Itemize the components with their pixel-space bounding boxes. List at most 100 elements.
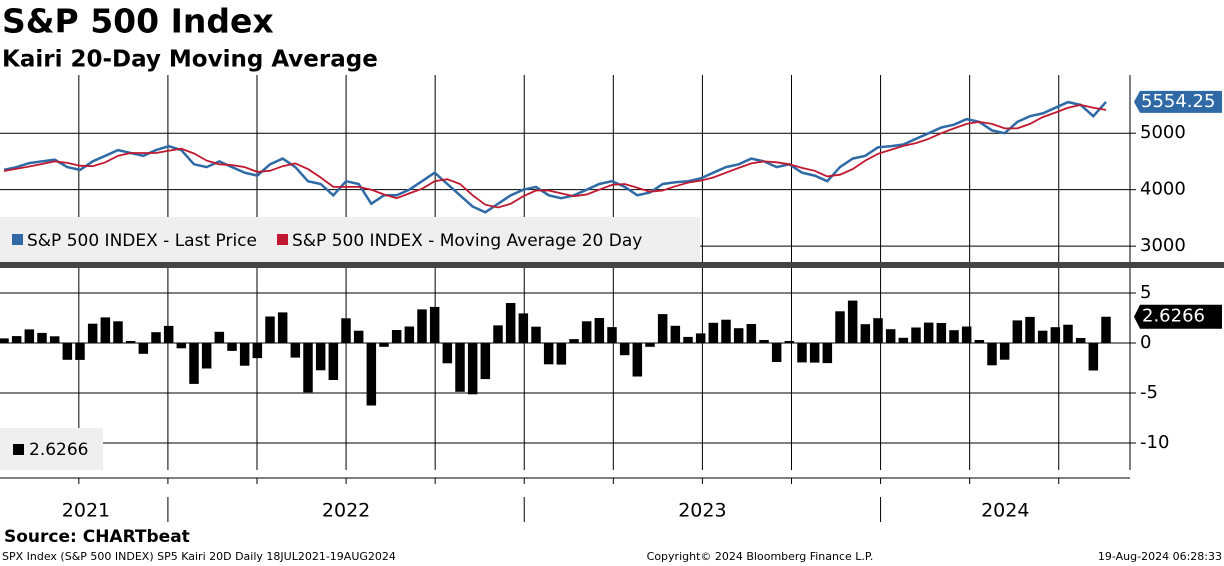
panel-divider xyxy=(0,262,1224,268)
legend-swatch xyxy=(277,234,288,245)
kairi-bar xyxy=(0,338,9,343)
price-tag xyxy=(1134,90,1222,113)
kairi-bar xyxy=(214,331,225,343)
kairi-bar xyxy=(645,343,655,347)
kairi-bar xyxy=(847,300,858,343)
kairi-bar xyxy=(442,343,453,364)
kairi-bar xyxy=(581,321,592,343)
kairi-bar xyxy=(1012,320,1023,343)
kairi-bar xyxy=(277,312,288,343)
kairi-bar xyxy=(607,327,617,343)
value-tag-label: 2.6266 xyxy=(1142,306,1205,327)
legend-swatch xyxy=(12,234,23,245)
price-line xyxy=(3,100,1107,214)
kairi-bar xyxy=(518,313,529,343)
kairi-bar xyxy=(1063,324,1073,343)
kairi-bar xyxy=(1025,316,1035,343)
kairi-bar xyxy=(987,343,997,366)
kairi-bar xyxy=(138,343,149,354)
footer-description: SPX Index (S&P 500 INDEX) SP5 Kairi 20D … xyxy=(2,550,396,563)
y-tick-label: -10 xyxy=(1140,432,1169,453)
kairi-bar xyxy=(923,322,934,343)
kairi-bar xyxy=(125,341,136,343)
kairi-bar xyxy=(11,336,22,343)
kairi-bar xyxy=(556,343,567,365)
kairi-bar xyxy=(569,339,579,343)
kairi-bar xyxy=(1050,327,1061,343)
kairi-bar xyxy=(62,343,73,360)
kairi-bar xyxy=(594,318,605,343)
kairi-bar xyxy=(379,343,389,347)
kairi-bar xyxy=(505,303,516,343)
kairi-bar xyxy=(898,337,909,343)
kairi-bar xyxy=(911,327,921,343)
kairi-bar xyxy=(835,311,845,343)
kairi-bar xyxy=(201,343,212,369)
kairi-bar xyxy=(341,318,351,343)
kairi-bar xyxy=(417,309,427,343)
price-line xyxy=(3,103,1107,209)
kairi-bar xyxy=(100,317,111,343)
y-tick-label: 4000 xyxy=(1140,179,1186,200)
kairi-bar xyxy=(189,343,199,384)
kairi-bar xyxy=(531,326,541,343)
y-tick-label: -5 xyxy=(1140,382,1158,403)
kairi-bar xyxy=(391,330,402,343)
year-label: 2022 xyxy=(322,500,370,522)
legend-swatch xyxy=(13,444,24,455)
y-tick-label: 5 xyxy=(1140,282,1151,303)
kairi-bar xyxy=(227,343,237,351)
kairi-bar xyxy=(1101,316,1111,343)
kairi-bar xyxy=(315,343,326,371)
y-tick-label: 3000 xyxy=(1140,235,1186,256)
kairi-bar xyxy=(619,343,630,356)
y-tick-label: 0 xyxy=(1140,332,1151,353)
value-tag xyxy=(1134,304,1222,329)
kairi-bar xyxy=(493,325,503,343)
kairi-bar xyxy=(784,341,795,343)
kairi-bar xyxy=(809,343,820,363)
kairi-bar xyxy=(239,343,250,366)
kairi-bar xyxy=(797,343,807,363)
price-tag-label: 5554.25 xyxy=(1141,91,1215,112)
y-tick-label: 5000 xyxy=(1140,122,1186,143)
kairi-bar xyxy=(366,343,377,406)
kairi-bar xyxy=(1037,330,1048,343)
kairi-bar xyxy=(873,318,883,343)
kairi-bar xyxy=(683,336,693,343)
legend-label: 2.6266 xyxy=(29,440,88,460)
kairi-bar xyxy=(771,343,782,362)
kairi-bar xyxy=(733,328,744,343)
kairi-bar xyxy=(265,316,275,343)
legend-label: S&P 500 INDEX - Last Price xyxy=(27,231,257,251)
kairi-bar xyxy=(113,321,123,343)
kairi-bar xyxy=(695,333,706,343)
kairi-bar xyxy=(759,340,769,343)
legend-label: S&P 500 INDEX - Moving Average 20 Day xyxy=(292,231,642,251)
kairi-bar xyxy=(467,343,478,395)
year-label: 2021 xyxy=(62,500,110,522)
kairi-bar xyxy=(721,319,731,343)
kairi-bar xyxy=(290,343,301,358)
kairi-bar xyxy=(1088,343,1099,371)
kairi-bar xyxy=(974,340,985,343)
kairi-bar xyxy=(328,343,339,380)
kairi-bar xyxy=(1075,338,1086,343)
kairi-bar xyxy=(353,330,364,343)
kairi-bar xyxy=(999,343,1010,360)
kairi-bar xyxy=(24,329,35,343)
kairi-bar xyxy=(87,323,98,343)
kairi-bar xyxy=(670,325,681,343)
year-label: 2024 xyxy=(981,500,1029,522)
kairi-bar xyxy=(949,330,959,343)
kairi-bar xyxy=(404,326,415,343)
chart-subtitle: Kairi 20-Day Moving Average xyxy=(2,47,378,73)
kairi-bar xyxy=(746,324,757,343)
kairi-bar xyxy=(75,343,85,360)
kairi-bar xyxy=(860,324,871,343)
kairi-bar xyxy=(37,332,47,343)
kairi-bar xyxy=(708,322,719,343)
kairi-bar xyxy=(176,343,187,349)
kairi-bar xyxy=(429,306,440,343)
